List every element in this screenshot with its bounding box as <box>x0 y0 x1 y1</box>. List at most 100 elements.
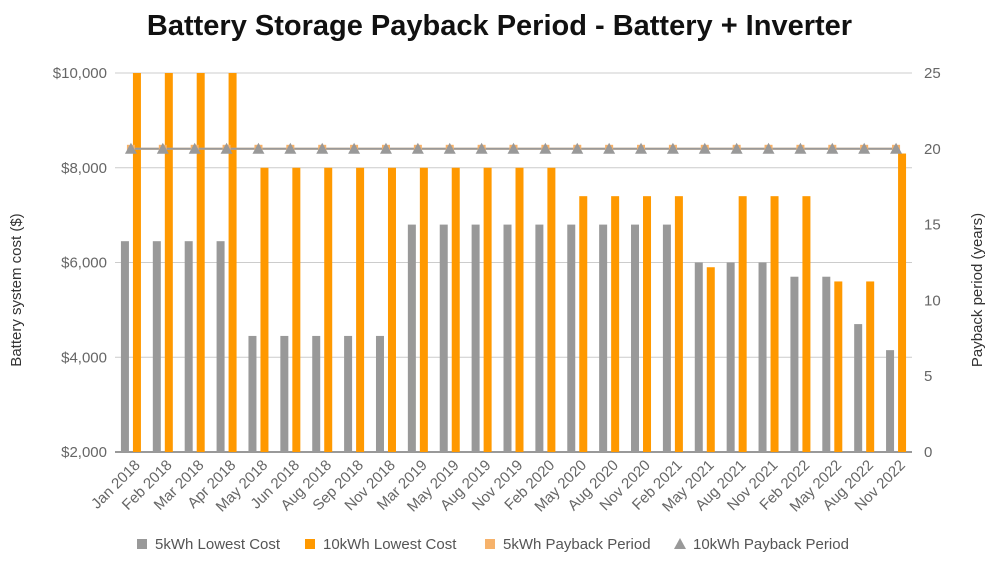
bar <box>356 167 365 452</box>
point-marker <box>571 142 584 154</box>
bar <box>344 335 353 452</box>
bar <box>292 167 301 452</box>
point-marker <box>826 142 839 154</box>
bar <box>886 350 895 452</box>
bar <box>407 224 416 452</box>
bar <box>451 167 460 452</box>
point-marker <box>507 142 520 154</box>
bar <box>164 73 173 452</box>
legend-label: 5kWh Lowest Cost <box>155 536 281 553</box>
legend-label: 5kWh Payback Period <box>503 536 651 553</box>
gridlines <box>115 72 912 453</box>
point-marker <box>284 142 297 154</box>
point-marker <box>220 142 233 154</box>
bars <box>120 73 907 452</box>
bar <box>535 224 544 452</box>
legend-swatch <box>674 538 686 549</box>
point-marker <box>762 142 775 154</box>
bar <box>854 324 863 452</box>
y-tick-label: $4,000 <box>61 349 107 366</box>
legend-label: 10kWh Payback Period <box>693 536 849 553</box>
bar <box>228 73 237 452</box>
point-marker <box>858 142 871 154</box>
point-marker <box>156 142 169 154</box>
bar <box>439 224 448 452</box>
y-tick-label: $2,000 <box>61 444 107 461</box>
bar <box>567 224 576 452</box>
bar <box>898 153 907 452</box>
bar <box>387 167 396 452</box>
bar <box>248 335 257 452</box>
point-marker <box>379 142 392 154</box>
bar <box>802 196 811 452</box>
bar <box>324 167 333 452</box>
bar <box>611 196 620 452</box>
legend-label: 10kWh Lowest Cost <box>323 536 457 553</box>
bar <box>822 276 831 452</box>
bar <box>643 196 652 452</box>
bar <box>866 281 875 452</box>
point-marker <box>635 142 648 154</box>
bar <box>770 196 779 452</box>
bar <box>515 167 524 452</box>
legend-swatch <box>137 539 147 549</box>
bar <box>419 167 428 452</box>
bar <box>483 167 492 452</box>
point-marker <box>316 142 329 154</box>
bar <box>790 276 799 452</box>
point-marker <box>475 142 488 154</box>
bar <box>312 335 321 452</box>
bar <box>631 224 640 452</box>
bar <box>694 262 703 452</box>
point-marker <box>539 142 552 154</box>
bar <box>726 262 735 452</box>
y-axis-title: Battery system cost ($) <box>8 213 25 366</box>
bar <box>599 224 608 452</box>
bar <box>471 224 480 452</box>
bar <box>280 335 289 452</box>
point-marker <box>252 142 265 154</box>
bar <box>706 267 715 452</box>
bar <box>503 224 512 452</box>
point-marker <box>124 142 137 154</box>
bar <box>152 241 161 452</box>
y2-tick-label: 20 <box>924 141 941 158</box>
payback-lines <box>124 142 903 154</box>
point-marker <box>348 142 361 154</box>
y2-tick-label: 10 <box>924 292 941 309</box>
y2-tick-label: 5 <box>924 368 932 385</box>
bar <box>662 224 671 452</box>
y2-tick-label: 15 <box>924 217 941 234</box>
y2-axis-title: Payback period (years) <box>969 213 986 367</box>
point-marker <box>411 142 424 154</box>
point-marker <box>794 142 807 154</box>
point-marker <box>603 142 616 154</box>
bar <box>260 167 269 452</box>
chart-title: Battery Storage Payback Period - Battery… <box>146 10 853 42</box>
bar <box>834 281 843 452</box>
bar <box>674 196 683 452</box>
bar <box>758 262 767 452</box>
y2-tick-label: 25 <box>924 65 941 82</box>
bar <box>547 167 556 452</box>
point-marker <box>730 142 743 154</box>
bar <box>375 335 384 452</box>
point-marker <box>890 142 903 154</box>
point-marker <box>443 142 456 154</box>
bar <box>579 196 588 452</box>
y-tick-label: $8,000 <box>61 160 107 177</box>
y2-tick-label: 0 <box>924 444 932 461</box>
bar <box>120 241 129 452</box>
legend: 5kWh Lowest Cost 10kWh Lowest Cost 5kWh Pa… <box>137 536 849 553</box>
legend-swatch <box>485 539 495 549</box>
legend-swatch <box>305 539 315 549</box>
point-marker <box>188 142 201 154</box>
bar <box>216 241 225 452</box>
y-tick-label: $10,000 <box>53 65 107 82</box>
bar <box>738 196 747 452</box>
point-marker <box>666 142 679 154</box>
bar <box>132 73 141 452</box>
bar <box>196 73 205 452</box>
bar <box>184 241 193 452</box>
